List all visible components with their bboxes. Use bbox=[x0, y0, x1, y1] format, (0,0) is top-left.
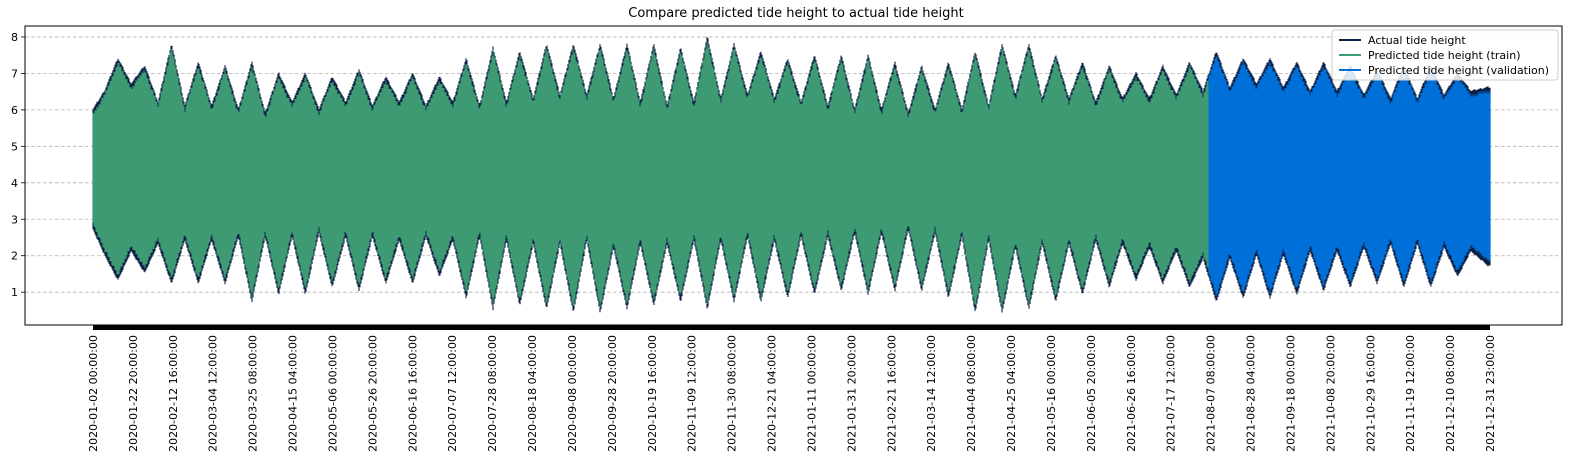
x-tick-label: 2020-07-28 08:00:00 bbox=[486, 335, 499, 452]
y-tick-label: 6 bbox=[11, 104, 18, 117]
x-tick-label: 2021-12-31 23:00:00 bbox=[1484, 335, 1497, 452]
x-tick-band bbox=[93, 325, 1490, 330]
x-tick-label: 2020-05-06 00:00:00 bbox=[327, 335, 340, 452]
y-tick-label: 4 bbox=[11, 177, 18, 190]
x-tick-label: 2021-01-11 00:00:00 bbox=[806, 335, 819, 452]
axes: 1 2 3 4 5 6 7 8 2020-01-02 00:00:00 2020-01-22 20… bbox=[11, 25, 1563, 452]
x-tick-label: 2020-09-08 00:00:00 bbox=[566, 335, 579, 452]
y-tick-label: 8 bbox=[11, 31, 18, 44]
series-train bbox=[92, 41, 1211, 308]
x-tick-label: 2021-06-05 20:00:00 bbox=[1085, 335, 1098, 452]
x-tick-label: 2020-11-30 08:00:00 bbox=[726, 335, 739, 452]
x-tick-label: 2021-07-17 12:00:00 bbox=[1165, 335, 1178, 452]
legend-label: Actual tide height bbox=[1368, 34, 1466, 47]
x-tick-label: 2020-05-26 20:00:00 bbox=[366, 335, 379, 452]
x-tick-label: 2021-09-18 00:00:00 bbox=[1284, 335, 1297, 452]
x-tick-label: 2020-01-22 20:00:00 bbox=[127, 335, 140, 452]
series-validation bbox=[1208, 56, 1491, 297]
series-line bbox=[1208, 56, 1491, 297]
y-tick-label: 7 bbox=[11, 67, 18, 80]
y-tick-label: 2 bbox=[11, 250, 18, 263]
series-layer bbox=[92, 37, 1491, 313]
x-tick-label: 2020-02-12 16:00:00 bbox=[167, 335, 180, 452]
x-tick-label: 2020-01-02 00:00:00 bbox=[87, 335, 100, 452]
y-tick-label: 1 bbox=[11, 286, 18, 299]
x-tick-label: 2020-03-04 12:00:00 bbox=[207, 335, 220, 452]
x-tick-label: 2020-07-07 12:00:00 bbox=[446, 335, 459, 452]
chart-title: Compare predicted tide height to actual … bbox=[628, 6, 963, 21]
x-tick-label: 2021-03-14 12:00:00 bbox=[925, 335, 938, 452]
x-tick-label: 2021-01-31 20:00:00 bbox=[845, 335, 858, 452]
y-tick-label: 3 bbox=[11, 213, 18, 226]
x-tick-label: 2020-06-16 16:00:00 bbox=[406, 335, 419, 452]
x-tick-label: 2020-04-15 04:00:00 bbox=[287, 335, 300, 452]
legend-label: Predicted tide height (validation) bbox=[1368, 64, 1549, 77]
x-tick-label: 2021-06-26 16:00:00 bbox=[1125, 335, 1138, 452]
legend: Actual tide height Predicted tide height … bbox=[1331, 29, 1559, 81]
x-tick-label: 2021-05-16 00:00:00 bbox=[1045, 335, 1058, 452]
x-tick-label: 2021-11-19 12:00:00 bbox=[1404, 335, 1417, 452]
x-tick-label: 2021-04-25 04:00:00 bbox=[1005, 335, 1018, 452]
x-tick-label: 2021-04-04 08:00:00 bbox=[965, 335, 978, 452]
x-tick-label: 2021-08-28 04:00:00 bbox=[1245, 335, 1258, 452]
x-tick-label: 2020-12-21 04:00:00 bbox=[766, 335, 779, 452]
x-tick-label: 2021-08-07 08:00:00 bbox=[1205, 335, 1218, 452]
x-tick-label: 2020-09-28 20:00:00 bbox=[606, 335, 619, 452]
series-line bbox=[92, 41, 1211, 308]
x-tick-label: 2020-03-25 08:00:00 bbox=[247, 335, 260, 452]
x-tick-label: 2021-12-10 08:00:00 bbox=[1444, 335, 1457, 452]
legend-box bbox=[1331, 29, 1559, 81]
x-tick-label: 2020-08-18 04:00:00 bbox=[526, 335, 539, 452]
x-tick-label: 2021-10-08 20:00:00 bbox=[1324, 335, 1337, 452]
x-tick-label: 2020-11-09 12:00:00 bbox=[686, 335, 699, 452]
x-tick-label: 2020-10-19 16:00:00 bbox=[646, 335, 659, 452]
legend-label: Predicted tide height (train) bbox=[1368, 49, 1521, 62]
x-tick-label: 2021-10-29 16:00:00 bbox=[1364, 335, 1377, 452]
x-tick-label: 2021-02-21 16:00:00 bbox=[885, 335, 898, 452]
y-tick-label: 5 bbox=[11, 140, 18, 153]
